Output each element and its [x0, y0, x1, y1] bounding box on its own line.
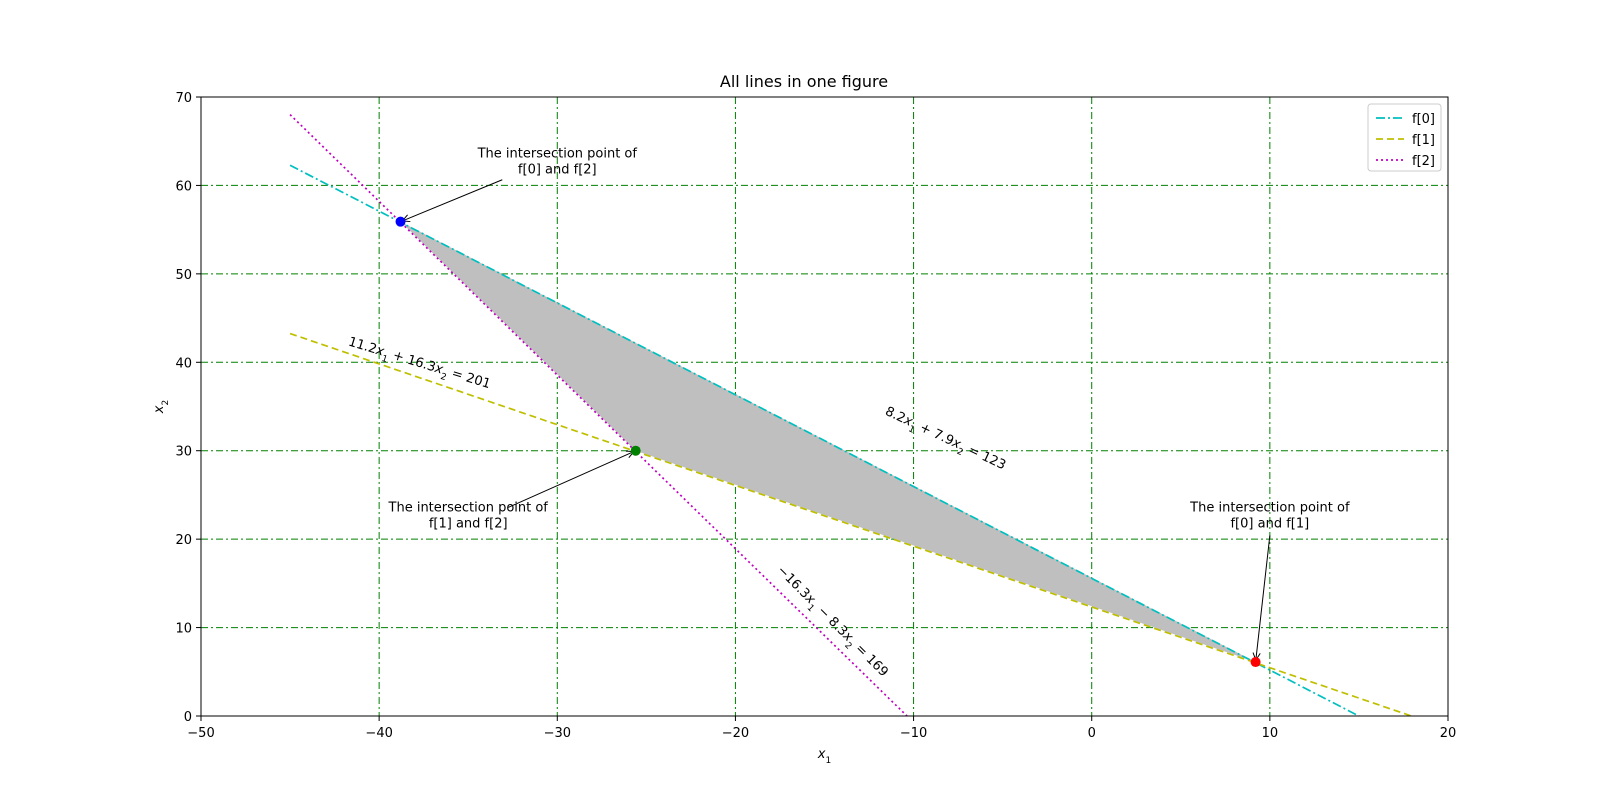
- annotation-text-2: The intersection point of f[0] and f[1]: [1189, 500, 1350, 531]
- series-line-f0: [289, 164, 1360, 716]
- annotation-arrow-0: [402, 179, 503, 222]
- y-tick-label: 0: [184, 710, 192, 725]
- y-tick-label: 30: [175, 445, 192, 460]
- intersection-point-1: [630, 445, 641, 456]
- x-tick-label: −20: [722, 726, 749, 741]
- y-tick-label: 50: [175, 268, 192, 283]
- series-line-f2: [289, 113, 908, 716]
- x-tick-label: 20: [1440, 726, 1457, 741]
- y-tick-label: 70: [175, 91, 192, 106]
- annotation-arrow-1: [508, 451, 635, 508]
- intersection-point-0: [395, 216, 406, 227]
- chart-title: All lines in one figure: [720, 72, 888, 91]
- legend-label-f2: f[2]: [1412, 154, 1435, 169]
- x-tick-label: 0: [1088, 726, 1096, 741]
- legend-label-f1: f[1]: [1412, 133, 1435, 148]
- y-tick-label: 20: [175, 533, 192, 548]
- y-tick-label: 10: [175, 622, 192, 637]
- intersection-point-2: [1250, 657, 1261, 668]
- x-tick-label: 10: [1262, 726, 1279, 741]
- annotation-text-1: The intersection point of f[1] and f[2]: [388, 500, 549, 531]
- x-tick-label: −10: [900, 726, 927, 741]
- y-tick-label: 40: [175, 356, 192, 371]
- x-tick-label: −50: [187, 726, 214, 741]
- annotation-text-0: The intersection point of f[0] and f[2]: [477, 147, 638, 178]
- legend-label-f0: f[0]: [1412, 112, 1435, 127]
- x-tick-label: −40: [365, 726, 392, 741]
- annotation-arrow-2: [1255, 535, 1271, 661]
- axes-frame: [200, 96, 1449, 717]
- legend-box: [1367, 103, 1442, 172]
- x-tick-label: −30: [544, 726, 571, 741]
- y-tick-label: 60: [175, 179, 192, 194]
